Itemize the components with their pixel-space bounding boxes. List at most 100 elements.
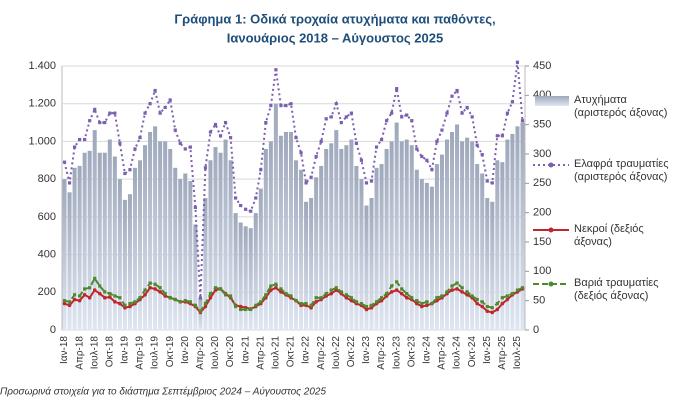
marker: [415, 147, 419, 151]
marker: [425, 158, 429, 162]
x-tick-label: Οκτ-19: [165, 336, 176, 368]
x-tick-label: Ιουλ-23: [391, 336, 402, 370]
marker: [455, 287, 459, 291]
marker: [274, 68, 278, 72]
marker: [77, 298, 82, 303]
marker: [118, 141, 122, 145]
marker: [500, 301, 505, 306]
y-tick-label: 800: [38, 173, 56, 185]
marker: [108, 295, 112, 299]
marker: [269, 284, 273, 288]
bar: [102, 152, 107, 330]
bar: [173, 167, 178, 330]
marker: [128, 168, 132, 172]
marker: [113, 300, 117, 304]
x-tick-label: Απρ-24: [437, 336, 448, 370]
marker: [269, 104, 273, 108]
marker: [78, 294, 82, 298]
marker: [102, 295, 107, 300]
marker: [445, 111, 449, 115]
marker: [238, 304, 243, 309]
marker: [294, 299, 298, 303]
y-tick-label: 600: [38, 211, 56, 223]
marker: [420, 304, 424, 309]
legend-label: Βαριά τραυματίες (δεξιός άξονας): [574, 277, 659, 302]
bar: [263, 148, 268, 330]
marker: [329, 115, 333, 119]
marker: [193, 205, 197, 210]
bar: [450, 132, 455, 330]
marker: [218, 287, 223, 291]
marker: [168, 98, 172, 102]
y2-tick-label: 350: [533, 119, 551, 131]
y-tick-label: 400: [38, 248, 56, 260]
bar: [510, 133, 515, 330]
marker: [148, 102, 152, 106]
line: [63, 62, 524, 298]
marker: [93, 107, 97, 111]
marker: [218, 134, 223, 138]
x-tick-label: Απρ-22: [316, 336, 327, 370]
x-tick-label: Απρ-21: [255, 336, 266, 370]
marker: [93, 276, 97, 280]
marker: [515, 60, 520, 64]
marker: [400, 287, 404, 291]
y2-tick-label: 450: [533, 60, 551, 72]
bar: [309, 198, 314, 330]
marker: [304, 181, 308, 185]
bar: [495, 160, 500, 330]
legend-swatch: [533, 227, 569, 233]
marker: [123, 171, 127, 176]
bar: [364, 205, 369, 330]
marker: [98, 284, 102, 288]
marker: [404, 295, 409, 300]
marker: [168, 296, 172, 300]
marker: [249, 307, 253, 312]
bar: [87, 150, 92, 330]
marker: [62, 160, 67, 164]
marker: [344, 293, 348, 297]
bar: [465, 137, 470, 330]
bar: [92, 130, 97, 330]
marker: [505, 294, 509, 298]
x-tick-label: Ιαν-25: [482, 336, 493, 364]
marker: [103, 120, 107, 125]
bar: [153, 126, 158, 330]
marker: [344, 115, 348, 119]
marker: [465, 105, 469, 110]
marker: [183, 299, 187, 303]
bar: [127, 194, 132, 330]
marker: [148, 285, 152, 290]
chart-subtitle: Ιανουάριος 2018 – Αύγουστος 2025: [227, 30, 443, 45]
marker: [249, 209, 253, 213]
marker: [445, 290, 449, 294]
x-tick-label: Ιαν-23: [361, 336, 372, 364]
marker: [163, 292, 167, 296]
x-tick-label: Απρ-25: [497, 336, 508, 370]
y2-tick-label: 300: [533, 148, 551, 160]
marker: [319, 139, 323, 144]
bar: [158, 141, 163, 330]
marker: [178, 300, 182, 304]
marker: [485, 309, 490, 314]
marker: [339, 290, 343, 294]
bar: [480, 173, 485, 330]
marker: [475, 301, 479, 306]
marker: [163, 105, 167, 110]
bar: [273, 103, 278, 330]
x-tick-label: Ιουλ-22: [331, 336, 342, 370]
marker: [83, 137, 87, 142]
marker: [203, 302, 208, 306]
bar: [82, 152, 87, 330]
marker: [118, 301, 122, 306]
marker: [113, 111, 117, 115]
marker: [78, 137, 82, 142]
x-tick-label: Οκτ-22: [346, 336, 357, 368]
bar: [434, 164, 439, 330]
y2-tick-label: 150: [533, 236, 551, 248]
marker: [485, 179, 489, 183]
y-tick-label: 1.400: [28, 60, 56, 72]
bar: [429, 186, 434, 330]
x-tick-label: Ιουλ-25: [512, 336, 523, 370]
